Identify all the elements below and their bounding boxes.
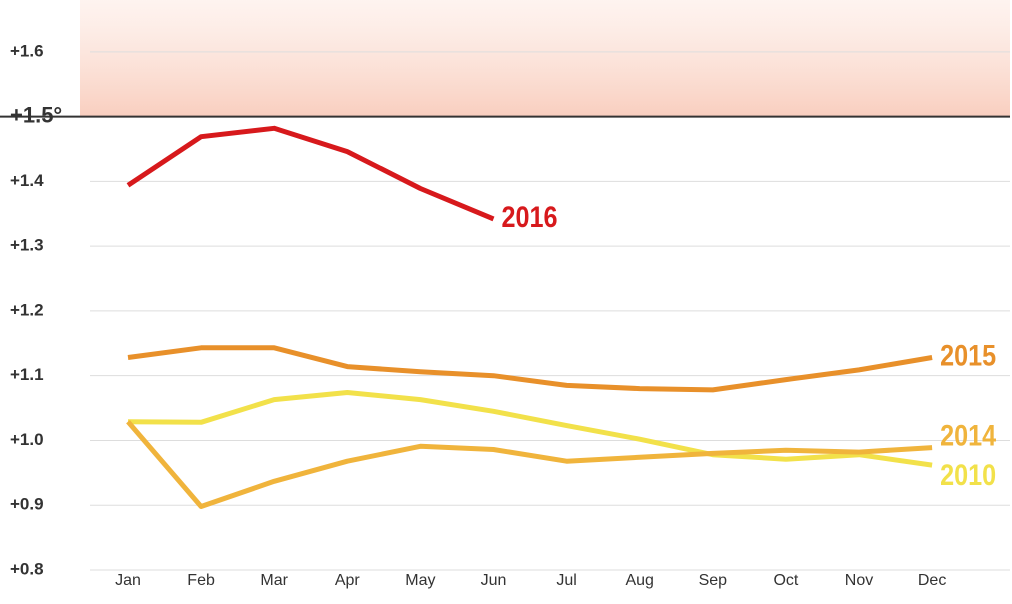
series-line — [126, 420, 933, 509]
series-label: 2014 — [940, 420, 996, 453]
y-tick-label: +0.8 — [10, 559, 44, 578]
y-tick-label: +1.6 — [10, 41, 44, 60]
x-tick-label: Sep — [699, 572, 728, 589]
series-label: 2010 — [940, 459, 996, 492]
y-tick-label: +1.2 — [10, 300, 44, 319]
x-tick-label: Apr — [335, 572, 361, 589]
x-tick-label: Mar — [260, 572, 288, 589]
x-tick-label: Dec — [918, 572, 946, 589]
x-tick-label: Jan — [115, 572, 141, 589]
series-line — [127, 390, 933, 468]
x-tick-label: Aug — [625, 572, 653, 589]
x-tick-label: Jul — [556, 572, 576, 589]
warming-band — [80, 0, 1010, 117]
series-label: 2015 — [940, 339, 996, 372]
y-tick-label: +1.5° — [10, 102, 62, 127]
series-label: 2016 — [502, 201, 558, 234]
x-tick-label: Nov — [845, 572, 873, 589]
x-tick-label: Jun — [481, 572, 507, 589]
series-line — [127, 345, 933, 393]
y-tick-label: +1.0 — [10, 430, 44, 449]
y-tick-label: +0.9 — [10, 495, 44, 514]
x-tick-label: Oct — [773, 572, 798, 589]
y-tick-label: +1.3 — [10, 236, 44, 255]
x-tick-label: Feb — [187, 572, 215, 589]
x-tick-label: May — [405, 572, 435, 589]
y-tick-label: +1.1 — [10, 365, 44, 384]
y-tick-label: +1.4 — [10, 171, 44, 190]
series-line — [126, 125, 495, 222]
